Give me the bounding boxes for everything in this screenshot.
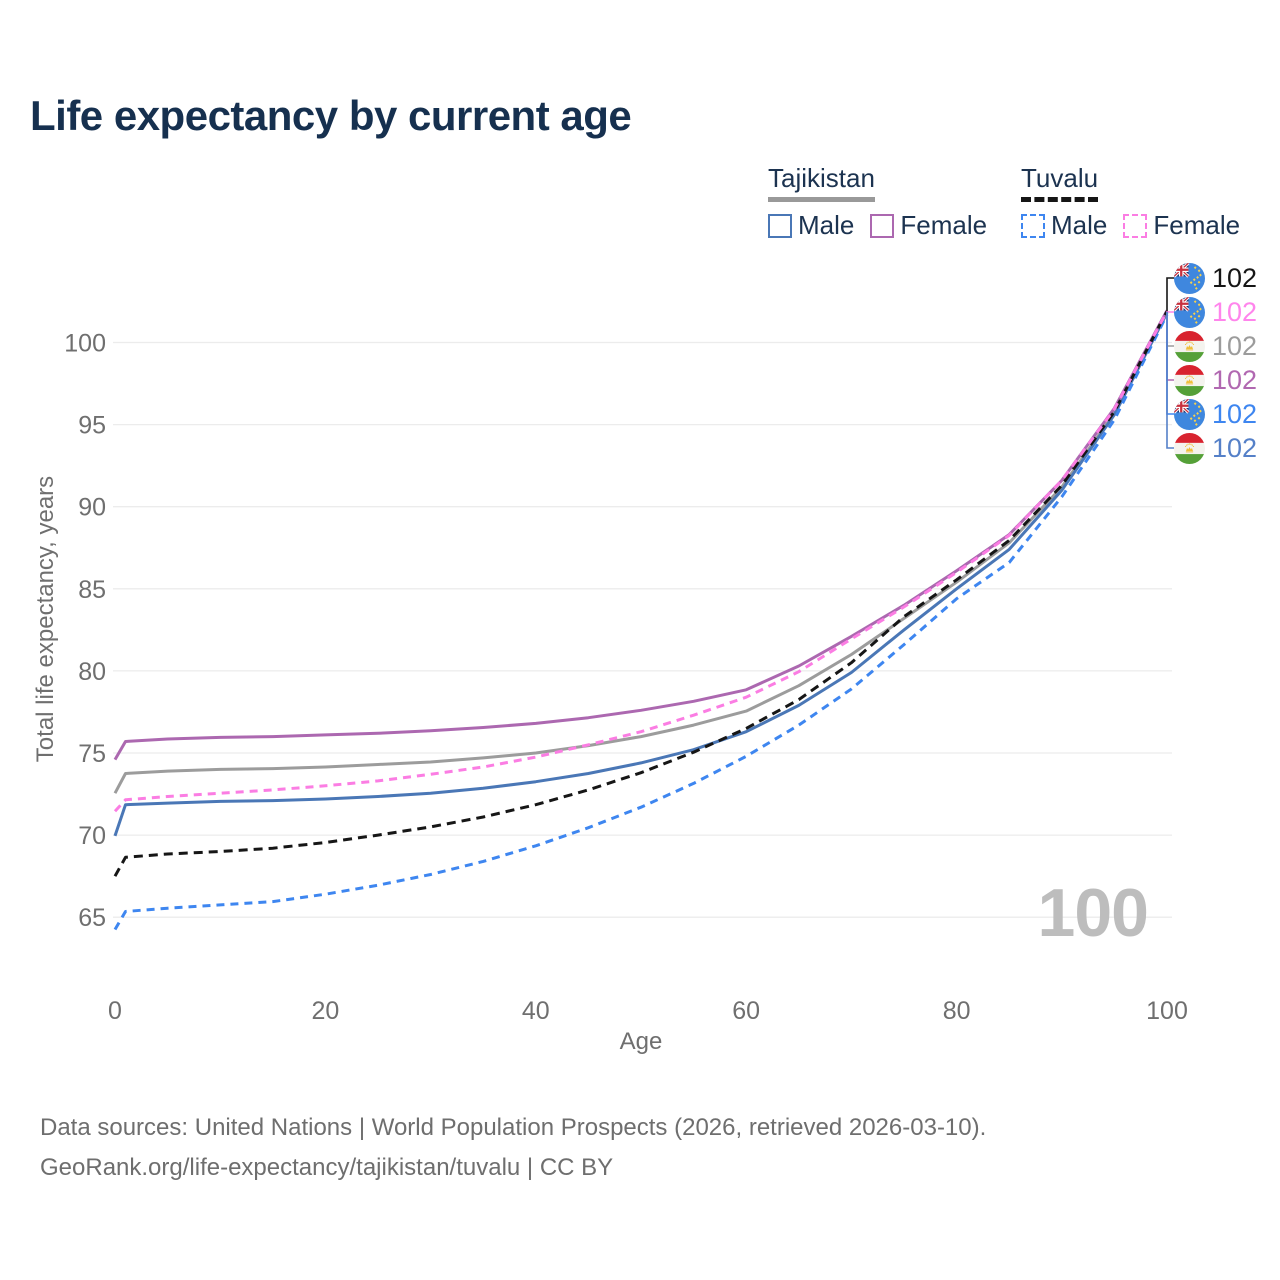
end-label-value: 102 [1212,398,1258,429]
tajikistan-flag-icon [1174,365,1205,396]
x-tick-label: 60 [732,997,760,1025]
page-title: Life expectancy by current age [30,92,632,139]
age-watermark: 100 [1037,875,1149,951]
legend-label-tuvalu-female: Female [1153,210,1241,240]
legend-country-tajikistan[interactable]: Tajikistan [768,163,875,202]
series-line-tajikistan-male [113,312,1169,837]
tuvalu-flag-icon [1174,263,1205,294]
end-label-value: 102 [1212,432,1258,463]
footer-attribution: GeoRank.org/life-expectancy/tajikistan/t… [40,1154,614,1181]
label-connector [1166,312,1174,415]
end-label-row: 102 [1174,363,1257,397]
series-lines [113,309,1169,931]
footer: Data sources: United Nations | World Pop… [40,1108,986,1188]
legend-swatch-tuvalu-male[interactable] [1021,213,1045,238]
axis-tick-labels: 65 70 75 80 85 90 95 100 0 20 40 60 80 100 Age [64,330,1188,1056]
y-tick-label: 85 [78,576,106,604]
y-tick-label: 95 [78,412,106,440]
y-tick-label: 90 [78,494,106,522]
y-tick-label: 65 [78,904,106,932]
tuvalu-flag-icon [1174,297,1205,328]
end-label-value: 102 [1212,262,1258,293]
series-line-tuvalu-male [113,313,1169,931]
legend-swatch-tajikistan-male[interactable] [768,213,792,238]
x-tick-label: 20 [311,997,339,1025]
gridlines [113,341,1172,918]
series-line-tuvalu-female [113,310,1169,813]
label-connectors [1166,277,1174,449]
legend-label-tajikistan-male: Male [798,210,855,240]
y-tick-label: 80 [78,658,106,686]
legend-country-tuvalu[interactable]: Tuvalu [1021,163,1099,202]
legend-group-tajikistan: Tajikistan Male Female [768,163,1003,241]
end-label-row: 102 [1174,431,1257,465]
label-connector [1166,277,1174,313]
end-label-row: 102 [1174,397,1257,431]
y-tick-label: 100 [64,330,106,358]
end-label-value: 102 [1212,364,1258,395]
x-tick-label: 0 [108,997,122,1025]
end-label-row: 102 [1174,295,1257,329]
legend-item-tajikistan-male[interactable]: Male [768,210,854,241]
legend-label-tajikistan-female: Female [900,210,988,240]
x-axis-title: Age [620,1028,663,1055]
series-line-tuvalu-all [113,310,1169,877]
end-label-row: 102 [1174,261,1257,295]
x-tick-label: 100 [1146,997,1188,1025]
tuvalu-flag-icon [1174,399,1205,430]
end-label-row: 102 [1174,329,1257,363]
series-end-labels: 102 102 102 102 102 102 [1174,261,1257,465]
label-connector [1166,312,1174,449]
legend-group-tuvalu: Tuvalu Male Female [1021,163,1256,241]
x-tick-label: 80 [943,997,971,1025]
legend-item-tajikistan-female[interactable]: Female [870,210,987,241]
legend-label-tuvalu-male: Male [1051,210,1108,240]
footer-data-sources: Data sources: United Nations | World Pop… [40,1114,987,1141]
tajikistan-flag-icon [1174,331,1205,362]
y-tick-label: 70 [78,822,106,850]
legend-swatch-tajikistan-female[interactable] [870,213,895,238]
legend-item-tuvalu-female[interactable]: Female [1123,210,1240,241]
legend-item-tuvalu-male[interactable]: Male [1021,210,1107,241]
end-label-value: 102 [1212,330,1258,361]
y-axis-title: Total life expectancy, years [32,475,59,763]
end-label-value: 102 [1212,296,1258,327]
series-line-tajikistan-all [113,311,1169,794]
tajikistan-flag-icon [1174,433,1205,464]
label-connector [1166,312,1174,347]
y-tick-label: 75 [78,740,106,768]
legend-swatch-tuvalu-female[interactable] [1123,213,1148,238]
x-tick-label: 40 [522,997,550,1025]
